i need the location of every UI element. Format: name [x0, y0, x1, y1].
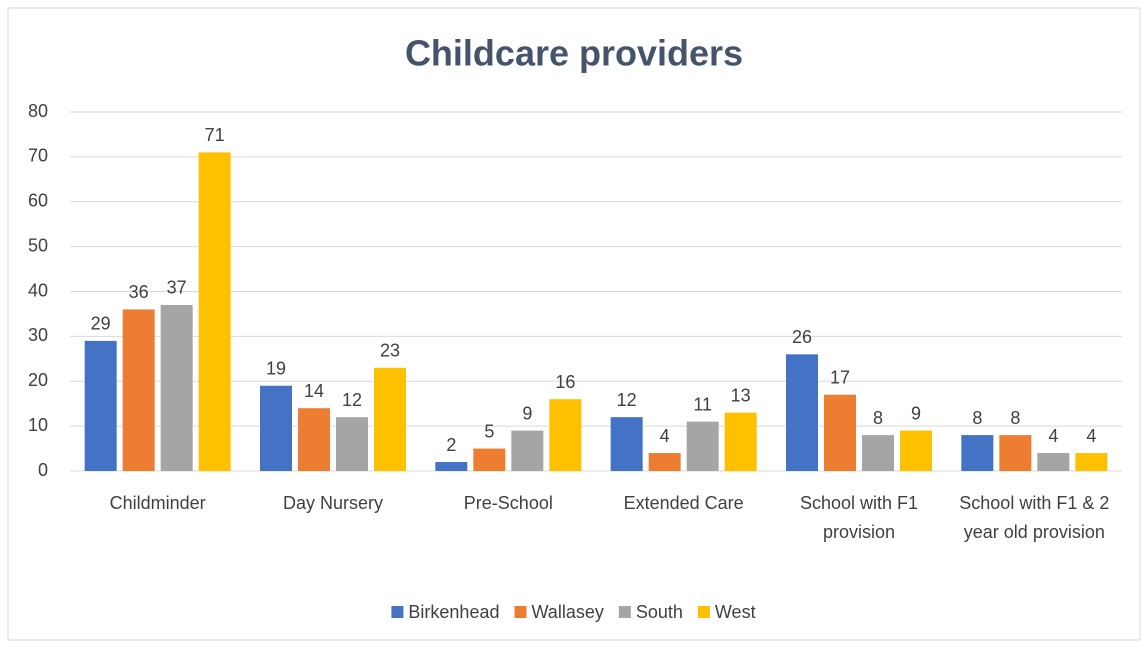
data-label: 19	[266, 358, 286, 378]
bar	[610, 417, 643, 471]
data-label: 12	[342, 390, 362, 410]
data-label: 4	[1086, 426, 1096, 446]
bar	[900, 430, 932, 471]
bar	[511, 430, 544, 471]
bar	[374, 367, 406, 471]
y-tick-label: 20	[28, 370, 48, 390]
data-label: 5	[484, 421, 494, 441]
legend-swatch	[391, 606, 404, 618]
data-label: 37	[167, 278, 187, 298]
data-label: 9	[522, 403, 532, 423]
bar	[435, 462, 468, 471]
data-label: 17	[830, 367, 850, 387]
y-tick-label: 70	[28, 146, 48, 166]
chart-border	[7, 7, 1141, 641]
data-label: 13	[731, 385, 751, 405]
y-tick-label: 60	[28, 191, 48, 211]
bar	[122, 309, 155, 471]
bar	[862, 435, 894, 471]
legend-label: South	[636, 602, 683, 622]
legend-swatch	[697, 606, 710, 618]
data-label: 4	[1048, 426, 1058, 446]
data-label: 36	[129, 282, 149, 302]
bar	[999, 435, 1032, 471]
bar	[198, 152, 231, 471]
y-tick-label: 0	[38, 460, 48, 480]
data-label: 8	[1010, 408, 1020, 428]
legend-swatch	[514, 606, 527, 618]
data-label: 14	[304, 381, 324, 401]
data-label: 8	[972, 408, 982, 428]
data-label: 12	[617, 390, 637, 410]
bar	[1037, 453, 1070, 471]
data-label: 4	[660, 426, 670, 446]
chart-title: Childcare providers	[405, 33, 743, 74]
x-tick-label: Extended Care	[623, 493, 744, 513]
y-tick-label: 30	[28, 325, 48, 345]
bar	[84, 340, 117, 471]
legend-label: West	[715, 602, 756, 622]
bar	[549, 399, 582, 471]
legend-label: Wallasey	[531, 602, 603, 622]
bar	[1075, 453, 1108, 471]
data-label: 9	[911, 403, 921, 423]
x-tick-label: Day Nursery	[282, 493, 384, 513]
y-tick-label: 10	[28, 415, 48, 435]
x-tick-label: Pre-School	[463, 493, 553, 513]
bar	[336, 417, 368, 471]
data-label: 2	[446, 435, 456, 455]
y-tick-label: 50	[28, 235, 48, 255]
bar	[260, 385, 292, 471]
y-tick-label: 40	[28, 280, 48, 300]
bar	[824, 394, 856, 471]
x-tick-label: Childminder	[109, 493, 206, 513]
legend-label: Birkenhead	[408, 602, 499, 622]
bar	[786, 354, 818, 471]
bar	[473, 448, 506, 471]
x-tick-label: School with F1 provision	[799, 493, 919, 542]
y-tick-label: 80	[28, 101, 48, 121]
bar	[724, 412, 757, 471]
data-label: 26	[792, 327, 812, 347]
bar	[298, 408, 330, 471]
bar	[961, 435, 994, 471]
data-label: 29	[91, 314, 111, 334]
data-label: 71	[205, 125, 225, 145]
bar	[686, 421, 719, 471]
legend-swatch	[618, 606, 631, 618]
x-tick-label: School with F1 & 2 year old provision	[959, 493, 1110, 542]
data-label: 11	[693, 394, 712, 414]
data-label: 23	[380, 341, 400, 361]
data-label: 8	[873, 408, 883, 428]
bar	[160, 304, 193, 471]
bar	[648, 453, 681, 471]
data-label: 16	[555, 372, 575, 392]
